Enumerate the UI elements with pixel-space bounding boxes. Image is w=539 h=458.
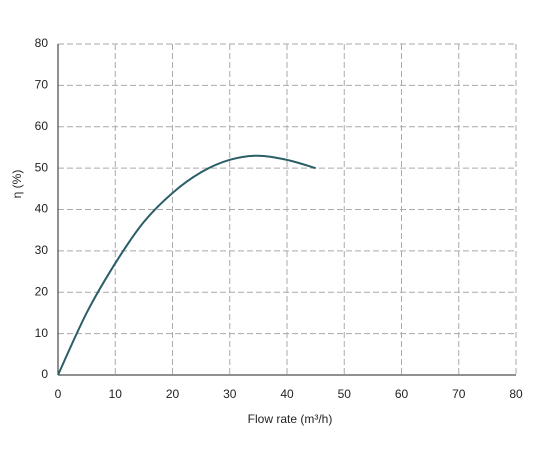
y-tick-label: 60 (35, 119, 49, 133)
y-tick-label: 80 (35, 36, 49, 50)
x-tick-label: 50 (338, 387, 352, 401)
y-tick-label: 70 (35, 78, 49, 92)
y-tick-label: 40 (35, 202, 49, 216)
x-tick-label: 0 (55, 387, 62, 401)
x-tick-label: 70 (452, 387, 466, 401)
x-tick-label: 40 (280, 387, 294, 401)
y-tick-label: 10 (35, 326, 49, 340)
x-tick-label: 80 (509, 387, 523, 401)
x-tick-label: 10 (109, 387, 123, 401)
y-axis-label: η (%) (10, 170, 24, 199)
y-tick-label: 50 (35, 160, 49, 174)
x-tick-label: 20 (166, 387, 180, 401)
x-axis-label: Flow rate (m³/h) (248, 412, 333, 426)
y-tick-label: 0 (41, 367, 48, 381)
y-tick-label: 20 (35, 284, 49, 298)
data-line (57, 154, 316, 376)
x-tick-label: 30 (223, 387, 237, 401)
y-tick-label: 30 (35, 243, 49, 257)
x-tick-label: 60 (395, 387, 409, 401)
